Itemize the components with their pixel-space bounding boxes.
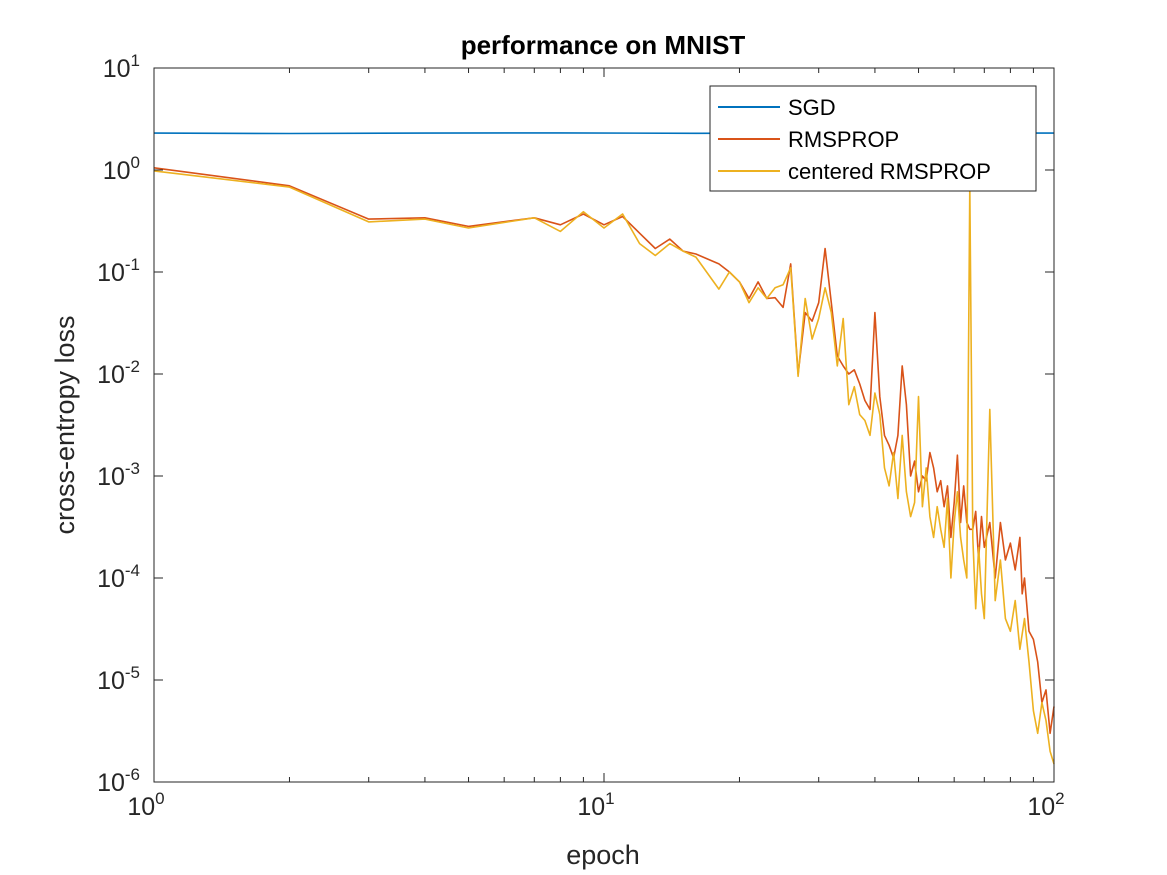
y-tick-label: 10-4 xyxy=(97,561,140,593)
tick-layer: 100 101 102 10-6 10-5 10-4 10-3 10-2 10-1 100 101 xyxy=(97,51,1065,821)
y-tick-label: 10-3 xyxy=(97,459,140,491)
series-line-centered-rmsprop xyxy=(153,170,1055,765)
series-line-rmsprop xyxy=(153,167,1055,735)
y-tick-label: 10-6 xyxy=(97,765,140,797)
y-tick-label: 10-1 xyxy=(97,255,140,287)
chart-title: performance on MNIST xyxy=(461,30,746,60)
y-axis-label: cross-entropy loss xyxy=(50,315,80,534)
x-tick-label: 100 xyxy=(127,789,164,821)
x-tick-label: 102 xyxy=(1027,789,1064,821)
legend-label-centered-rmsprop: centered RMSPROP xyxy=(788,159,991,184)
legend: SGD RMSPROP centered RMSPROP xyxy=(709,85,1037,192)
x-axis-label: epoch xyxy=(566,840,640,870)
y-tick-label: 10-5 xyxy=(97,663,140,695)
y-tick-label: 101 xyxy=(103,51,140,83)
legend-label-rmsprop: RMSPROP xyxy=(788,127,899,152)
y-tick-label: 10-2 xyxy=(97,357,140,389)
y-tick-label: 100 xyxy=(103,153,140,185)
x-tick-label: 101 xyxy=(577,789,614,821)
legend-label-sgd: SGD xyxy=(788,95,836,120)
